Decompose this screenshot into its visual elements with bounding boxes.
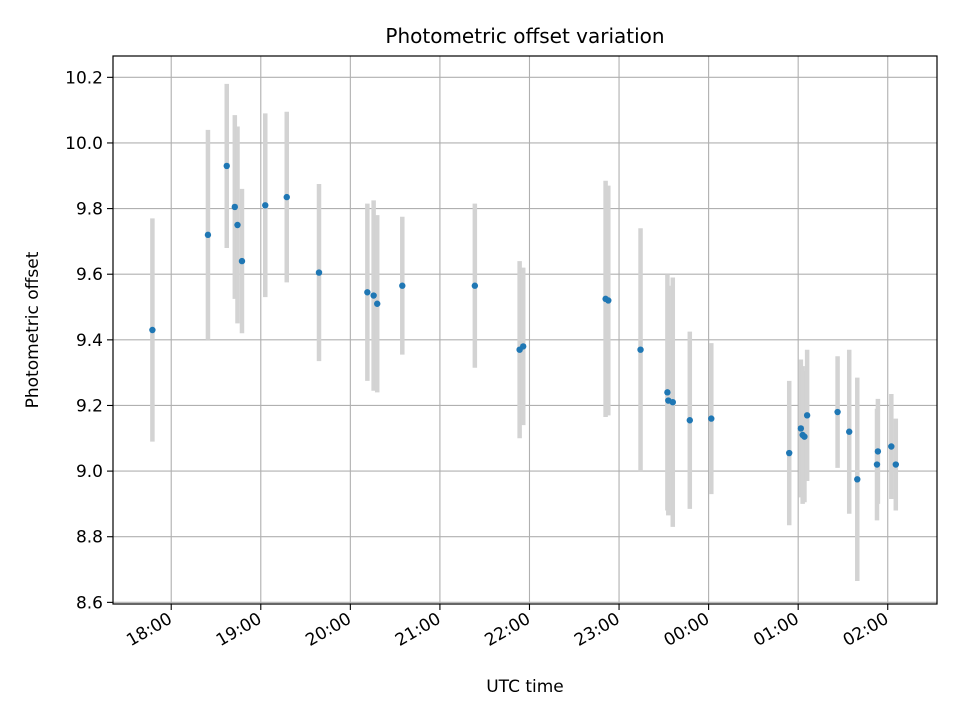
- y-tick-label: 9.2: [76, 396, 103, 416]
- plot-frame: [112, 55, 938, 605]
- data-point: [374, 300, 381, 307]
- data-point: [708, 415, 715, 422]
- data-point: [262, 202, 269, 209]
- x-tick-label: 22:00: [482, 609, 534, 651]
- y-tick-label: 9.6: [76, 265, 103, 285]
- x-tick-label: 00:00: [661, 609, 713, 651]
- y-tick-label: 9.0: [76, 462, 103, 482]
- y-axis: 8.6 8.8 9.0 9.2 9.4 9.6 9.8 10.0 10.2: [65, 68, 113, 613]
- data-point: [686, 417, 693, 424]
- x-tick-label: 21:00: [392, 609, 444, 651]
- x-axis-label: UTC time: [486, 677, 564, 697]
- y-axis-label: Photometric offset: [23, 251, 43, 408]
- data-point: [238, 257, 246, 265]
- x-tick-label: 01:00: [750, 609, 802, 651]
- data-point: [873, 461, 881, 468]
- x-axis: 18:00 19:00 20:00 21:00 22:00 23:00 00:00 01:00…: [123, 604, 892, 651]
- data-point: [520, 343, 527, 350]
- chart-title: Photometric offset variation: [385, 24, 664, 48]
- data-point: [801, 433, 808, 440]
- data-point: [637, 346, 644, 353]
- data-point: [797, 425, 805, 432]
- data-point: [874, 448, 882, 455]
- data-point: [669, 398, 676, 406]
- y-tick-label: 8.8: [76, 528, 103, 548]
- x-tick-label: 18:00: [123, 609, 175, 651]
- data-point: [204, 231, 212, 239]
- data-point: [315, 269, 323, 276]
- x-tick-label: 23:00: [571, 609, 623, 651]
- data-point: [231, 203, 239, 211]
- data-point: [605, 297, 612, 304]
- data-point: [149, 326, 156, 334]
- data-point: [283, 193, 290, 201]
- error-bars: [150, 83, 899, 582]
- x-tick-label: 20:00: [302, 609, 354, 651]
- data-point: [803, 412, 811, 419]
- data-point: [471, 282, 479, 289]
- data-point: [234, 221, 241, 229]
- data-point: [846, 428, 853, 435]
- y-tick-label: 8.6: [76, 593, 103, 613]
- data-point: [399, 282, 406, 289]
- data-point: [888, 443, 895, 450]
- y-tick-label: 10.2: [65, 68, 103, 88]
- x-tick-label: 19:00: [213, 609, 265, 651]
- data-point: [223, 162, 230, 170]
- data-point: [892, 461, 899, 468]
- data-point: [854, 476, 861, 483]
- data-point: [364, 289, 371, 296]
- data-point: [834, 408, 841, 416]
- data-point: [370, 292, 377, 299]
- data-point: [786, 449, 793, 457]
- data-point: [664, 389, 671, 396]
- y-tick-label: 9.8: [76, 200, 103, 220]
- data-points: [149, 162, 899, 483]
- y-tick-label: 10.0: [65, 134, 103, 154]
- y-tick-label: 9.4: [76, 331, 103, 351]
- x-tick-label: 02:00: [840, 609, 892, 651]
